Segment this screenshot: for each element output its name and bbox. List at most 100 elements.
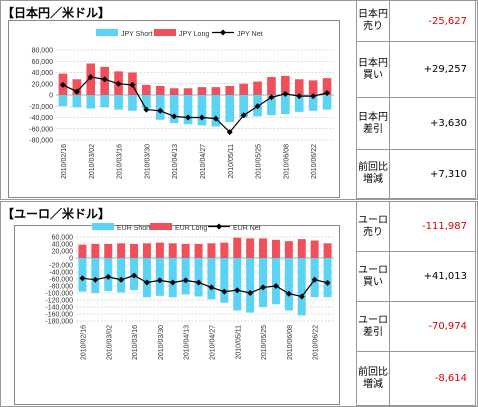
short-bar bbox=[181, 258, 190, 295]
net-point bbox=[198, 114, 205, 121]
long-bar bbox=[323, 243, 332, 258]
short-bar bbox=[72, 95, 82, 108]
y-tick-label: -140,000 bbox=[45, 305, 73, 312]
short-bar bbox=[284, 258, 293, 311]
eur-sell-label: ユーロ 売り bbox=[356, 201, 390, 252]
x-tick-label: 2010/05/25 bbox=[256, 144, 263, 179]
y-tick-label: -20,000 bbox=[29, 104, 53, 111]
long-bar bbox=[246, 238, 255, 258]
legend-label: EUR Short bbox=[117, 225, 151, 232]
eur-diff-label: ユーロ 差引 bbox=[356, 301, 390, 352]
short-bar bbox=[259, 258, 268, 307]
net-point bbox=[310, 93, 317, 100]
jpy-stats-table: 日本円 売り -25,627 日本円 買い +29,257 日本円 差引 +3,630 前回… bbox=[356, 0, 476, 199]
x-tick-label: 2010/03/02 bbox=[89, 144, 96, 179]
y-tick-label: -40,000 bbox=[49, 270, 73, 277]
net-point bbox=[282, 90, 289, 97]
legend-swatch bbox=[150, 223, 172, 230]
x-tick-label: 2010/04/13 bbox=[172, 144, 179, 179]
net-point bbox=[129, 81, 136, 88]
legend-label: JPY Long bbox=[179, 31, 209, 38]
y-tick-label: -180,000 bbox=[45, 319, 73, 326]
y-tick-label: -60,000 bbox=[29, 126, 53, 133]
jpy-change-value: +7,310 bbox=[389, 149, 476, 199]
x-tick-label: 2010/05/11 bbox=[228, 144, 235, 179]
y-tick-label: -80,000 bbox=[29, 138, 53, 145]
net-point bbox=[247, 290, 254, 296]
short-bar bbox=[142, 95, 151, 109]
eur-change-label: 前回比 増減 bbox=[356, 351, 390, 406]
y-tick-label: 40,000 bbox=[32, 70, 54, 77]
eur-change-value: -8,614 bbox=[389, 351, 476, 406]
short-bar bbox=[211, 95, 221, 127]
jpy-diff-value: +3,630 bbox=[389, 97, 476, 150]
net-point bbox=[101, 76, 108, 83]
short-bar bbox=[78, 258, 87, 292]
net-point bbox=[311, 276, 318, 283]
short-bar bbox=[183, 95, 193, 125]
net-point bbox=[156, 277, 163, 284]
net-point bbox=[298, 293, 305, 300]
y-tick-label: -20,000 bbox=[49, 263, 73, 270]
short-bar bbox=[58, 95, 68, 107]
short-bar bbox=[91, 258, 100, 293]
y-tick-label: 60,000 bbox=[52, 235, 74, 242]
long-bar bbox=[183, 88, 193, 95]
net-point bbox=[143, 106, 150, 113]
short-bar bbox=[128, 95, 137, 111]
long-bar bbox=[181, 244, 190, 258]
x-tick-label: 2010/02/16 bbox=[61, 144, 68, 179]
y-tick-label: -80,000 bbox=[49, 284, 73, 291]
net-point bbox=[268, 94, 275, 101]
eur-panel-title: 【ユーロ／米ドル】 bbox=[2, 207, 111, 221]
legend-label: JPY Short bbox=[121, 31, 152, 38]
long-bar bbox=[253, 81, 262, 95]
jpy-sell-label: 日本円 売り bbox=[356, 0, 390, 42]
y-tick-label: -160,000 bbox=[45, 312, 73, 319]
long-bar bbox=[239, 83, 248, 95]
net-point bbox=[59, 81, 66, 88]
long-bar bbox=[169, 88, 179, 95]
net-point bbox=[143, 279, 150, 286]
x-tick-label: 2010/03/02 bbox=[106, 325, 113, 360]
short-bar bbox=[323, 258, 332, 298]
x-tick-label: 2010/05/25 bbox=[261, 325, 268, 360]
net-point bbox=[195, 279, 202, 286]
long-bar bbox=[197, 87, 207, 95]
net-point bbox=[92, 276, 99, 283]
net-point bbox=[324, 89, 331, 96]
x-tick-label: 2010/04/27 bbox=[209, 325, 216, 360]
short-bar bbox=[225, 95, 235, 122]
jpy-change-label: 前回比 増減 bbox=[356, 149, 390, 199]
long-bar bbox=[168, 243, 177, 258]
net-point bbox=[285, 290, 292, 297]
short-bar bbox=[267, 95, 276, 116]
short-bar bbox=[169, 95, 179, 124]
y-tick-label: -60,000 bbox=[49, 277, 73, 284]
x-tick-label: 2010/04/13 bbox=[184, 325, 191, 360]
y-tick-label: 20,000 bbox=[32, 81, 54, 88]
net-point bbox=[240, 112, 247, 119]
net-point bbox=[296, 93, 303, 100]
jpy-panel: 【日本円／米ドル】 JPY Short JPY Long JPY Net 80,000… bbox=[0, 0, 478, 200]
y-tick-label: 60,000 bbox=[32, 59, 54, 66]
short-bar bbox=[114, 95, 123, 110]
legend-label: EUR Long bbox=[175, 225, 207, 232]
y-tick-label: -100,000 bbox=[45, 291, 73, 298]
long-bar bbox=[297, 239, 306, 258]
short-bar bbox=[294, 95, 304, 112]
long-bar bbox=[225, 86, 235, 95]
net-point bbox=[185, 114, 192, 121]
long-bar bbox=[233, 237, 242, 258]
short-bar bbox=[246, 258, 255, 313]
short-bar bbox=[155, 95, 165, 120]
short-bar bbox=[155, 258, 164, 296]
x-tick-label: 2010/02/16 bbox=[80, 325, 87, 360]
short-bar bbox=[86, 95, 96, 109]
net-point bbox=[260, 284, 267, 291]
x-tick-label: 2010/06/08 bbox=[283, 144, 290, 179]
short-bar bbox=[271, 258, 280, 305]
legend-swatch bbox=[154, 29, 176, 36]
long-bar bbox=[207, 243, 216, 258]
y-tick-label: 20,000 bbox=[52, 249, 74, 256]
